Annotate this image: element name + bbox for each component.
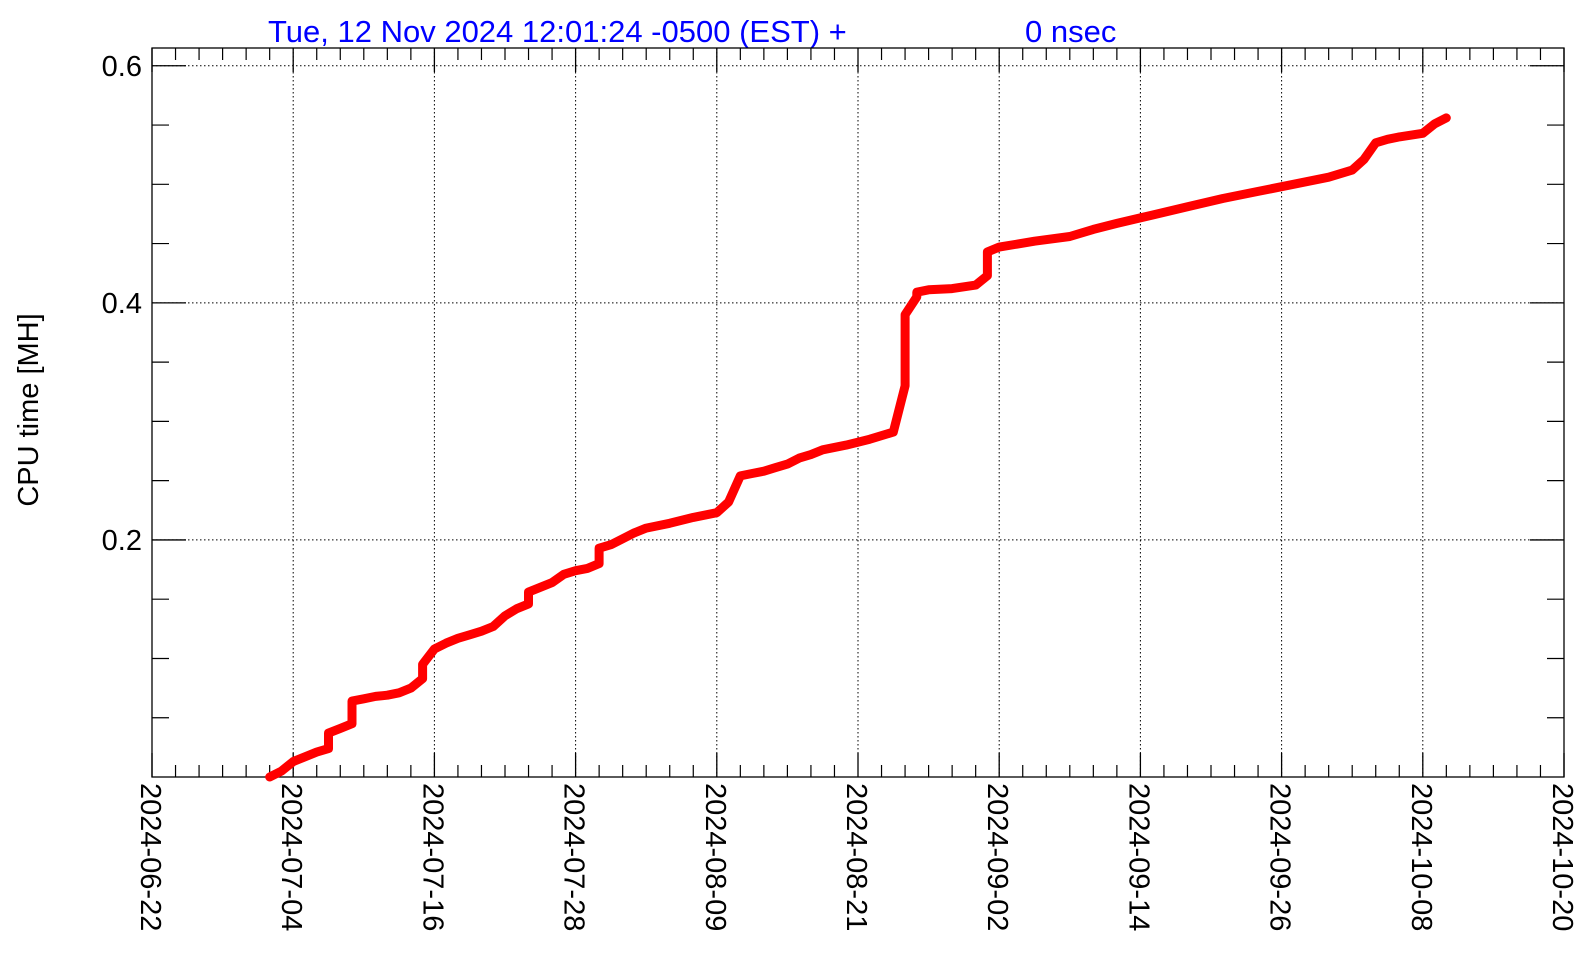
x-tick-label: 2024-08-21 bbox=[840, 783, 872, 931]
axis-ticks bbox=[151, 48, 1565, 777]
x-tick-label: 2024-09-14 bbox=[1122, 783, 1154, 931]
header-nsec: 0 nsec bbox=[1025, 14, 1116, 49]
plot-frame bbox=[151, 47, 1565, 778]
x-tick-label: 2024-10-20 bbox=[1546, 783, 1578, 931]
x-tick-labels: 2024-06-22 2024-07-04 2024-07-16 2024-07-28… bbox=[134, 783, 1578, 931]
y-tick-label: 0.4 bbox=[102, 288, 142, 320]
x-tick-label: 2024-07-04 bbox=[275, 783, 307, 931]
y-axis-label: CPU time [MH] bbox=[13, 313, 45, 506]
x-tick-label: 2024-08-09 bbox=[699, 783, 731, 931]
header-datetime: Tue, 12 Nov 2024 12:01:24 -0500 (EST) + bbox=[268, 14, 847, 49]
x-tick-label: 2024-06-22 bbox=[134, 783, 166, 931]
y-tick-label: 0.2 bbox=[102, 525, 142, 557]
x-tick-label: 2024-10-08 bbox=[1405, 783, 1437, 931]
x-tick-label: 2024-07-28 bbox=[558, 783, 590, 931]
grid bbox=[152, 48, 1564, 777]
x-tick-label: 2024-09-02 bbox=[981, 783, 1013, 931]
y-tick-label: 0.6 bbox=[102, 51, 142, 83]
x-tick-label: 2024-07-16 bbox=[416, 783, 448, 931]
x-tick-label: 2024-09-26 bbox=[1264, 783, 1296, 931]
y-tick-labels: 0.2 0.4 0.6 bbox=[102, 51, 142, 557]
series-line bbox=[265, 113, 1451, 782]
